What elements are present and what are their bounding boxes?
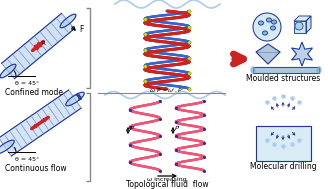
Text: θ = 45°: θ = 45° [15,81,39,86]
Bar [256,126,311,161]
Text: Moulded structures: Moulded structures [246,74,320,83]
Ellipse shape [0,64,16,78]
Ellipse shape [60,14,76,28]
Text: F: F [79,25,83,34]
Ellipse shape [258,21,263,25]
Ellipse shape [66,92,84,106]
Text: $\omega,P=\omega^{\prime},P^{\prime}$: $\omega,P=\omega^{\prime},P^{\prime}$ [150,87,185,94]
Polygon shape [256,44,280,64]
Text: P: P [130,126,134,131]
Text: P': P' [175,126,180,131]
Circle shape [253,13,281,41]
Ellipse shape [262,31,268,35]
Text: Molecular drilling: Molecular drilling [250,162,316,171]
Ellipse shape [266,18,272,22]
Polygon shape [2,13,74,79]
Ellipse shape [317,67,321,73]
Polygon shape [294,16,311,21]
Bar [253,67,319,73]
Text: Continuous flow: Continuous flow [5,164,67,173]
Text: R: R [41,41,45,46]
Ellipse shape [272,20,277,24]
Ellipse shape [251,67,255,73]
Polygon shape [292,42,312,66]
Polygon shape [0,90,81,156]
Bar [256,126,311,161]
Text: Topological fluid  flow: Topological fluid flow [126,180,208,189]
Text: Confined mode: Confined mode [5,88,63,97]
Bar [253,67,319,73]
Ellipse shape [271,26,276,30]
Polygon shape [306,16,311,33]
Ellipse shape [0,140,14,154]
Circle shape [295,22,303,30]
Text: ω increasing: ω increasing [147,177,187,182]
Polygon shape [294,21,306,33]
Text: θ = 45°: θ = 45° [15,157,39,162]
